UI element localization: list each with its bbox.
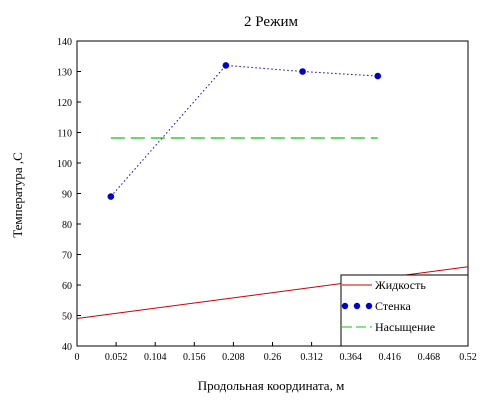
- y-tick-label: 80: [62, 220, 72, 231]
- legend-marker: [365, 302, 373, 310]
- x-tick-label: 0.156: [183, 352, 206, 363]
- x-tick-label: 0.208: [222, 352, 245, 363]
- y-tick-label: 130: [57, 68, 72, 79]
- legend-item: Стенка: [341, 299, 411, 313]
- legend-box: [340, 274, 469, 347]
- x-tick-label: 0.104: [144, 352, 167, 363]
- x-tick-label: 0.52: [459, 352, 477, 363]
- x-tick-label: 0.052: [105, 352, 128, 363]
- x-tick-label: 0.468: [418, 352, 441, 363]
- data-point-Стенка: [299, 68, 306, 75]
- legend-marker: [353, 302, 361, 310]
- y-tick-label: 40: [62, 342, 72, 353]
- y-tick-label: 110: [57, 129, 72, 140]
- chart-title: 2 Режим: [244, 14, 298, 30]
- legend-label: Насыщение: [375, 320, 435, 334]
- legend-label: Жидкость: [375, 278, 426, 292]
- y-tick-label: 90: [62, 190, 72, 201]
- y-tick-label: 70: [62, 251, 72, 262]
- plot-area: 0 0.052 0.104 0.156 0.208 0.26 0.312 0.364 0.416…: [57, 37, 477, 363]
- legend: Жидкость Стенка Насыщение: [340, 274, 469, 347]
- y-axis-label: Температура ,С: [10, 152, 25, 238]
- legend-marker: [341, 302, 349, 310]
- x-tick-label: 0.416: [379, 352, 402, 363]
- y-tick-label: 140: [57, 37, 72, 48]
- legend-label: Стенка: [375, 299, 411, 313]
- y-tick-label: 100: [57, 159, 72, 170]
- y-tick-label: 50: [62, 312, 72, 323]
- data-point-Стенка: [374, 72, 382, 80]
- data-point-Стенка: [107, 193, 115, 200]
- x-axis-label: Продольная координата, м: [198, 378, 345, 393]
- series-line-Стенка: [110, 64, 378, 197]
- data-point-Стенка: [222, 62, 230, 69]
- legend-item: Насыщение: [342, 320, 435, 334]
- x-tick-label: 0: [75, 352, 80, 363]
- x-tick-label: 0.26: [264, 352, 282, 363]
- y-tick-label: 120: [57, 98, 72, 109]
- legend-item: Жидкость: [342, 278, 426, 292]
- x-tick-label: 0.312: [300, 352, 323, 363]
- y-tick-label: 60: [62, 281, 72, 292]
- x-tick-label: 0.364: [339, 352, 362, 363]
